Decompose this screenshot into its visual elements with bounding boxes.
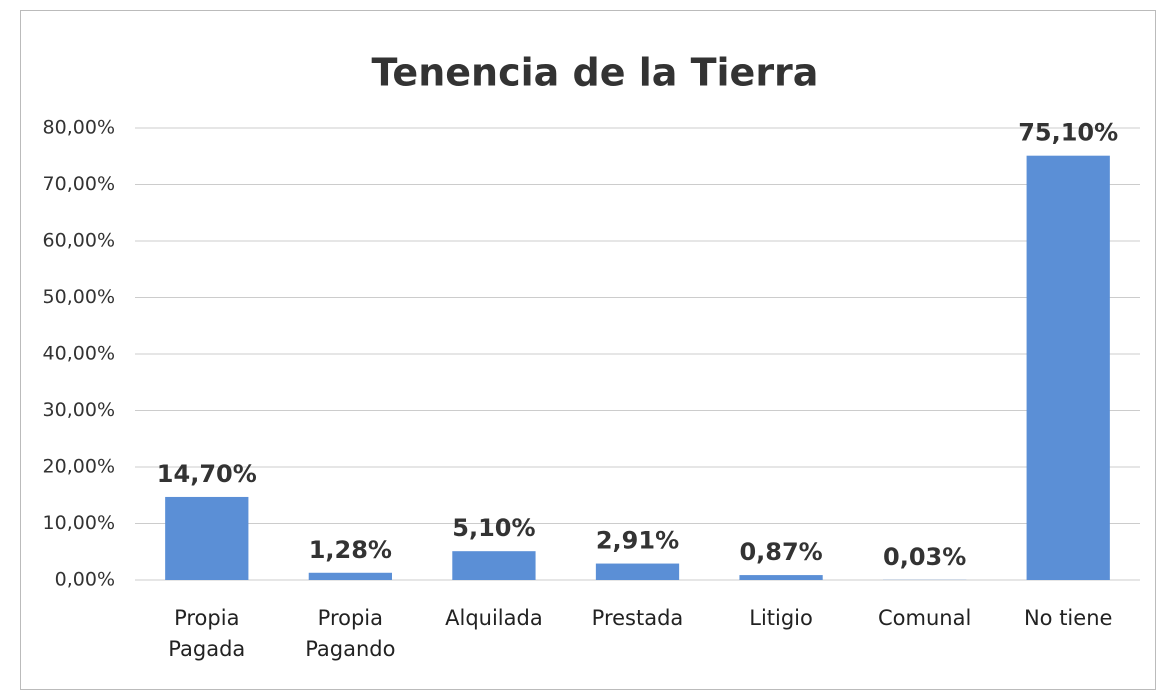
data-label: 0,03%: [883, 543, 966, 571]
x-tick-label: Propia Pagando: [305, 606, 396, 661]
x-tick-label: Alquilada: [445, 606, 543, 630]
data-label: 75,10%: [1018, 119, 1118, 147]
x-tick-label: Comunal: [877, 606, 972, 630]
y-tick-label: 20,00%: [43, 456, 115, 478]
y-tick-label: 60,00%: [43, 230, 115, 252]
bar: [308, 572, 392, 580]
bar: [1026, 155, 1110, 580]
bar: [595, 563, 680, 580]
x-tick-label: No tiene: [1023, 606, 1113, 630]
x-tick-label: Litigio: [749, 606, 813, 630]
y-tick-label: 80,00%: [43, 117, 115, 139]
bar: [165, 496, 249, 580]
y-tick-label: 0,00%: [55, 569, 115, 591]
chart-frame: [20, 10, 1156, 690]
chart-title: Tenencia de la Tierra: [372, 51, 819, 95]
y-tick-label: 50,00%: [43, 286, 115, 308]
x-tick-label: Prestada: [591, 606, 684, 630]
data-label: 2,91%: [596, 527, 679, 555]
data-label: 14,70%: [157, 460, 257, 488]
y-tick-label: 10,00%: [43, 512, 115, 534]
bar: [739, 575, 823, 580]
data-label: 5,10%: [452, 514, 535, 542]
y-tick-label: 70,00%: [43, 173, 115, 195]
data-label: 0,87%: [739, 538, 822, 566]
y-tick-label: 30,00%: [43, 399, 115, 421]
y-tick-label: 40,00%: [43, 343, 115, 365]
data-label: 1,28%: [309, 536, 392, 564]
bar: [452, 551, 536, 580]
x-tick-label: Propia Pagada: [168, 606, 246, 661]
